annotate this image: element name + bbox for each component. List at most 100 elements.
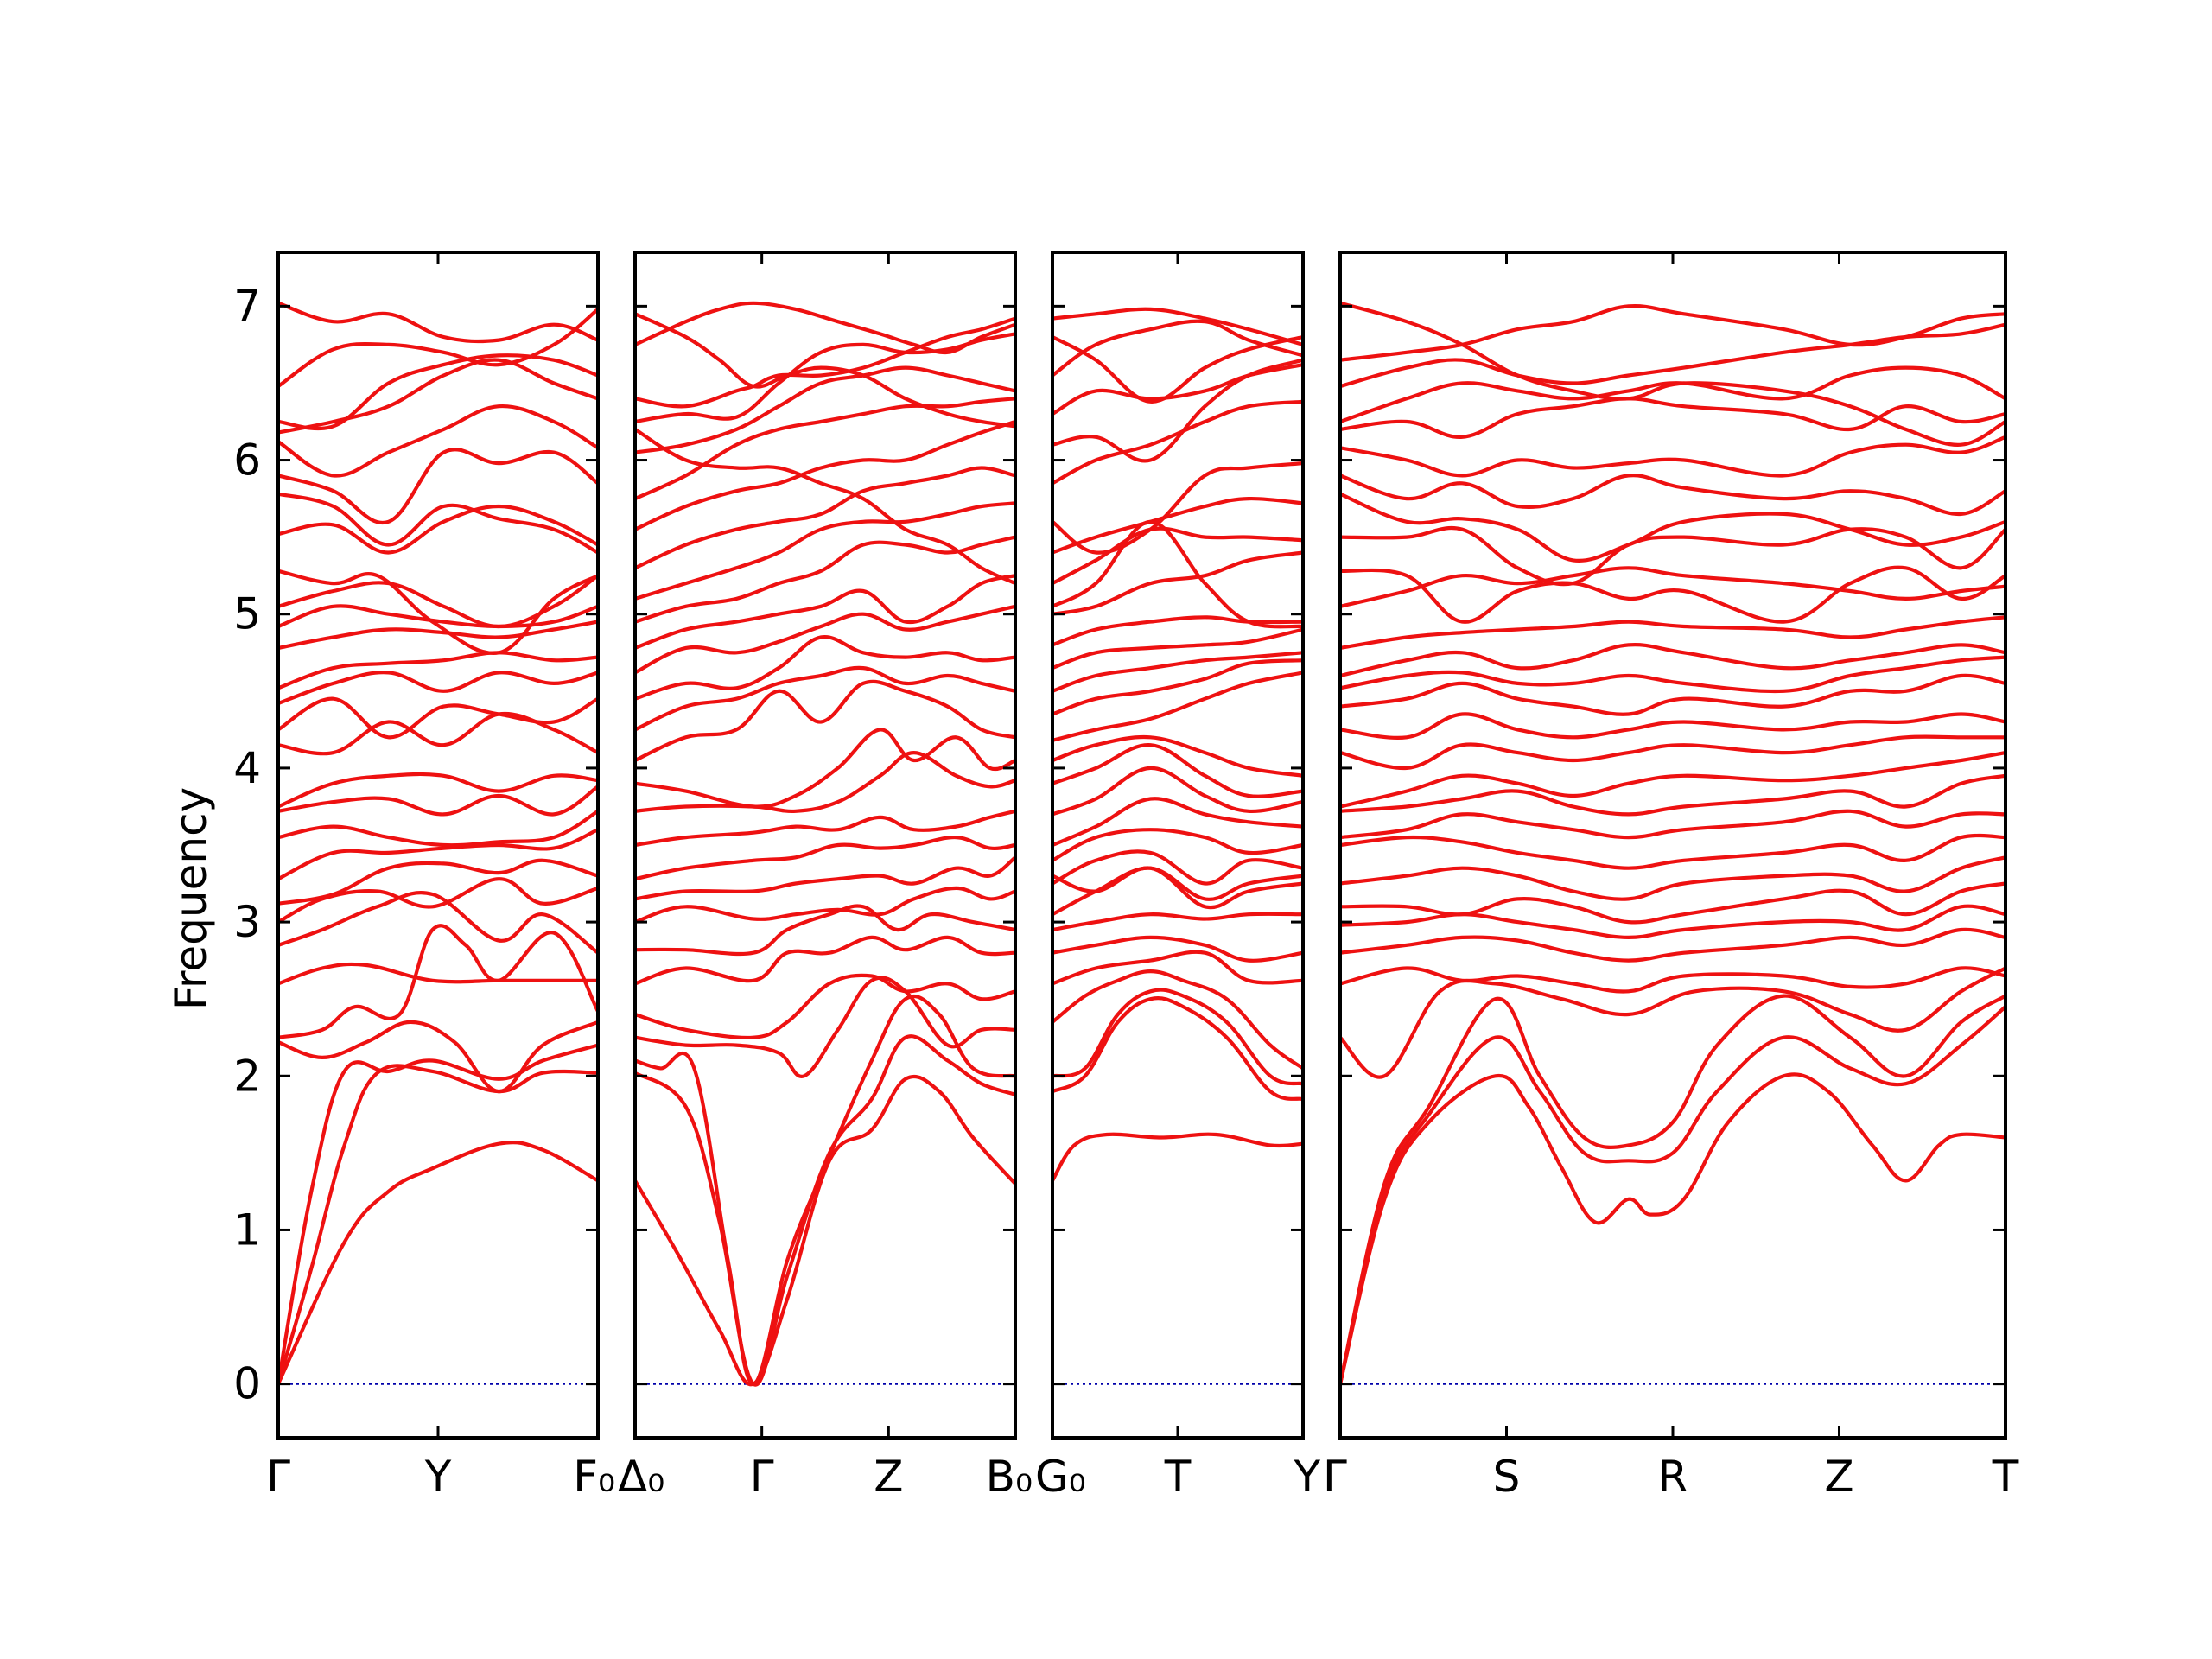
phonon-band-line — [1052, 828, 1303, 862]
phonon-band-line — [1340, 1005, 2005, 1386]
phonon-band-line — [1052, 307, 1303, 346]
phonon-band-line — [278, 809, 598, 848]
panel-frame — [633, 251, 1017, 1440]
phonon-band-line — [1052, 363, 1303, 416]
y-axis-title: Frequency — [166, 787, 216, 1010]
x-tick-label: Y — [1293, 1452, 1320, 1502]
x-tick-label: F₀ — [573, 1452, 615, 1502]
phonon-band-line — [635, 604, 1015, 675]
phonon-band-line — [1340, 435, 2005, 478]
phonon-band-line — [278, 1140, 598, 1386]
y-tick-label: 2 — [233, 1051, 261, 1101]
x-tick-label: B₀ — [986, 1452, 1033, 1502]
phonon-band-line — [1052, 627, 1303, 671]
phonon-band-line — [1052, 743, 1303, 798]
phonon-band-line — [1052, 935, 1303, 963]
band-group — [635, 301, 1015, 1387]
phonon-band-line — [1052, 988, 1303, 1086]
phonon-band-line — [1340, 673, 2005, 716]
phonon-band-line — [1052, 866, 1303, 910]
phonon-band-line — [278, 1064, 598, 1386]
phonon-band-line — [1340, 301, 2005, 447]
x-tick-label: Δ₀ — [618, 1452, 664, 1502]
phonon-band-line — [635, 574, 1015, 650]
phonon-band-line — [635, 316, 1015, 409]
phonon-band-line — [278, 696, 598, 740]
y-tick-label: 7 — [233, 281, 261, 331]
phonon-band-line — [1052, 797, 1303, 848]
band-panel: G₀ T Y — [1035, 251, 1320, 1502]
phonon-band-line — [278, 353, 598, 431]
phonon-band-line — [635, 728, 1015, 809]
phonon-band-line — [278, 307, 598, 389]
phonon-band-line — [1340, 712, 2005, 740]
phonon-band-line — [278, 711, 598, 756]
x-tick-label: Z — [874, 1452, 903, 1502]
phonon-band-line — [278, 448, 598, 525]
phonon-band-line — [278, 785, 598, 817]
x-tick-label: Γ — [750, 1452, 774, 1502]
phonon-band-line — [635, 809, 1015, 848]
phonon-band-line — [1052, 526, 1303, 586]
x-tick-label: Γ — [266, 1452, 290, 1502]
phonon-band-line — [1052, 519, 1303, 629]
phonon-band-line — [1052, 912, 1303, 932]
phonon-band-line — [1052, 358, 1303, 463]
phonon-band-line — [635, 535, 1015, 624]
x-tick-label: G₀ — [1035, 1452, 1086, 1502]
phonon-band-line — [1340, 565, 2005, 624]
phonon-band-line — [635, 994, 1015, 1386]
phonon-band-line — [1052, 849, 1303, 886]
phonon-band-line — [278, 858, 598, 906]
phonon-band-line — [1340, 994, 2005, 1386]
phonon-band-line — [278, 574, 598, 629]
phonon-band-line — [1052, 496, 1303, 555]
x-tick-label: Γ — [1323, 1452, 1347, 1502]
phonon-band-line — [278, 828, 598, 881]
phonon-band-line — [1340, 643, 2005, 678]
phonon-band-line — [635, 635, 1015, 701]
phonon-band-line — [635, 751, 1015, 813]
panel-frame — [1051, 251, 1305, 1440]
y-tick-label: 4 — [233, 743, 261, 793]
phonon-band-line — [1052, 766, 1303, 817]
phonon-band-line — [1052, 461, 1303, 555]
phonon-band-line — [1340, 365, 2005, 424]
band-panel: Γ Y F₀ — [266, 251, 615, 1502]
phonon-band-line — [1052, 1132, 1303, 1183]
phonon-band-line — [1340, 881, 2005, 925]
phonon-band-line — [1340, 927, 2005, 963]
phonon-band-line — [635, 466, 1015, 570]
phonon-band-line — [1340, 492, 2005, 563]
phonon-band-line — [1052, 651, 1303, 693]
phonon-band-line — [278, 358, 598, 435]
phonon-band-line — [1340, 1072, 2005, 1386]
phonon-band-line — [1052, 734, 1303, 778]
phonon-band-line — [1052, 996, 1303, 1102]
phonon-band-line — [635, 886, 1015, 925]
x-tick-label: T — [1992, 1452, 2019, 1502]
phonon-band-line — [1052, 671, 1303, 742]
phonon-band-line — [635, 679, 1015, 763]
phonon-band-line — [278, 671, 598, 706]
phonon-band-line — [635, 1034, 1015, 1387]
phonon-band-line — [635, 301, 1015, 355]
band-panel: Δ₀ Γ Z B₀ — [618, 251, 1033, 1502]
phonon-band-line — [1340, 809, 2005, 840]
phonon-band-line — [635, 935, 1015, 986]
phonon-band-line — [1340, 474, 2005, 517]
phonon-band-line — [278, 924, 598, 1039]
band-panels: Γ Y F₀ Δ₀ Γ Z B₀ G₀ T Y Γ S R Z T — [266, 251, 2019, 1502]
phonon-band-line — [635, 904, 1015, 957]
phonon-band-line — [635, 665, 1015, 732]
phonon-band-line — [635, 976, 1015, 1078]
phonon-band-line — [635, 312, 1015, 429]
phonon-band-line — [1340, 773, 2005, 817]
phonon-band-line — [278, 569, 598, 655]
phonon-band-line — [635, 973, 1015, 1040]
phonon-band-line — [635, 855, 1015, 901]
phonon-band-line — [1052, 950, 1303, 986]
x-tick-label: S — [1493, 1452, 1521, 1502]
